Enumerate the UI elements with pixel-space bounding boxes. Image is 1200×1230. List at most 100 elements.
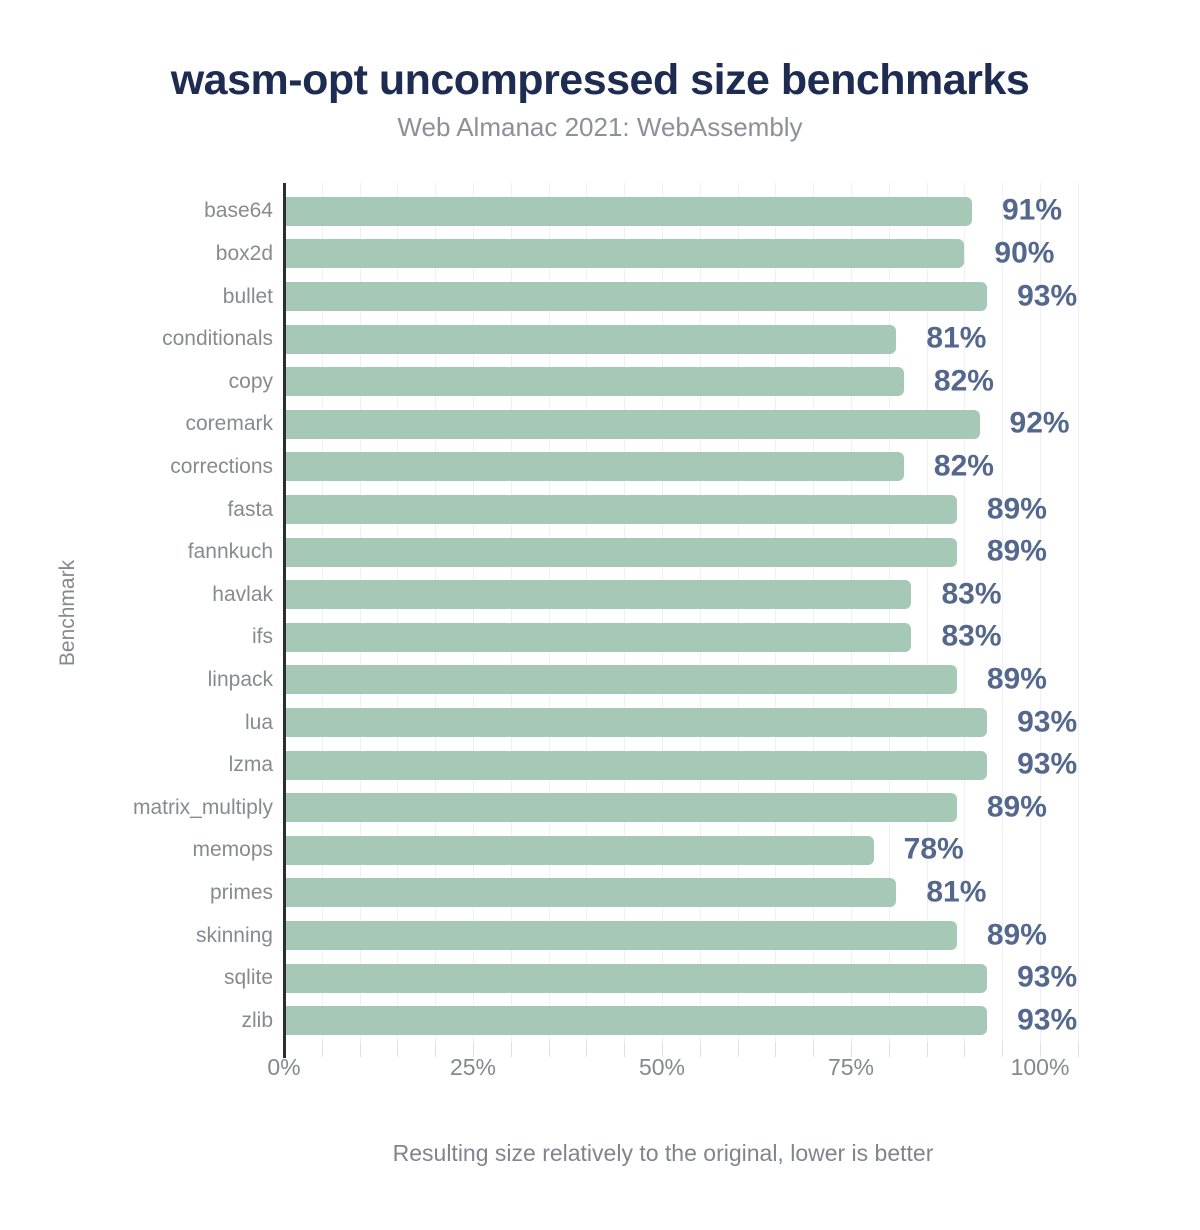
- category-label: box2d: [215, 241, 273, 265]
- value-label: 93%: [1017, 1003, 1078, 1037]
- x-axis-tick: [510, 1042, 512, 1057]
- category-label: memops: [192, 838, 273, 862]
- gridline: [359, 183, 361, 1042]
- chart-title: wasm-opt uncompressed size benchmarks: [170, 56, 1030, 104]
- x-axis-tick: [548, 1042, 550, 1057]
- gridline: [851, 183, 852, 1042]
- bar: [284, 793, 957, 823]
- y-axis-title: Benchmark: [56, 559, 79, 667]
- value-label: 81%: [926, 321, 987, 355]
- bar: [284, 537, 957, 567]
- x-axis-tick-label: 0%: [267, 1054, 301, 1080]
- bar: [284, 282, 988, 311]
- bar: [284, 665, 957, 695]
- gridline: [964, 183, 966, 1042]
- bar: [284, 921, 957, 950]
- x-axis-tick-label: 25%: [449, 1054, 497, 1080]
- x-axis-tick: [435, 1042, 437, 1057]
- x-axis-tick: [359, 1042, 361, 1057]
- bar: [284, 452, 904, 482]
- x-axis-tick-label: 100%: [1010, 1054, 1070, 1080]
- value-label: 90%: [994, 236, 1055, 270]
- value-label: 83%: [941, 619, 1002, 653]
- x-axis-tick: [737, 1042, 739, 1057]
- bar: [284, 495, 957, 524]
- gridline: [397, 183, 399, 1042]
- gridline: [586, 183, 588, 1042]
- category-label: base64: [204, 199, 273, 223]
- category-label: corrections: [170, 454, 273, 478]
- category-label: conditionals: [162, 327, 273, 351]
- gridline: [473, 183, 474, 1042]
- x-axis-tick: [926, 1042, 928, 1057]
- gridline: [662, 183, 663, 1042]
- category-label: skinning: [195, 923, 273, 947]
- x-axis-tick: [1040, 1042, 1041, 1057]
- x-axis-tick: [586, 1042, 588, 1057]
- x-axis-tick-label: 75%: [827, 1054, 875, 1080]
- value-label: 93%: [1017, 704, 1078, 738]
- gridline: [321, 183, 323, 1042]
- bar: [284, 750, 988, 780]
- x-axis-tick: [699, 1042, 701, 1057]
- category-label: lzma: [228, 753, 273, 777]
- value-label: 93%: [1017, 960, 1078, 994]
- bar: [284, 239, 965, 269]
- value-label: 91%: [1001, 193, 1062, 227]
- x-axis-tick: [888, 1042, 890, 1057]
- bar: [284, 367, 904, 397]
- value-label: 81%: [926, 875, 987, 909]
- value-label: 89%: [986, 917, 1047, 951]
- category-label: sqlite: [223, 966, 273, 990]
- value-label: 89%: [986, 534, 1047, 568]
- value-label: 93%: [1017, 278, 1078, 312]
- bar: [284, 1006, 988, 1036]
- value-label: 83%: [941, 577, 1002, 611]
- bar: [284, 622, 912, 652]
- category-label: coremark: [185, 412, 273, 436]
- value-label: 82%: [933, 364, 994, 398]
- gridline: [1077, 183, 1079, 1042]
- x-axis-tick: [662, 1042, 663, 1057]
- x-axis-tick: [775, 1042, 777, 1057]
- gridline: [737, 183, 739, 1042]
- bar: [284, 580, 912, 610]
- x-axis-tick: [321, 1042, 323, 1057]
- x-axis-tick: [813, 1042, 815, 1057]
- gridline: [548, 183, 550, 1042]
- value-label: 93%: [1017, 747, 1078, 781]
- value-label: 78%: [903, 832, 964, 866]
- x-axis-tick: [397, 1042, 399, 1057]
- category-label: primes: [209, 880, 273, 904]
- category-label: havlak: [212, 582, 273, 606]
- bar: [284, 324, 897, 354]
- value-label: 89%: [986, 790, 1047, 824]
- value-label: 92%: [1009, 406, 1070, 440]
- bar: [284, 963, 988, 993]
- bar: [284, 835, 874, 865]
- gridline: [1002, 183, 1004, 1042]
- value-label: 82%: [933, 449, 994, 483]
- x-axis-tick: [1002, 1042, 1004, 1057]
- category-label: lua: [244, 710, 273, 734]
- x-axis-tick: [964, 1042, 966, 1057]
- category-label: matrix_multiply: [132, 795, 273, 819]
- chart-subtitle: Web Almanac 2021: WebAssembly: [397, 112, 803, 142]
- category-label: ifs: [252, 625, 273, 649]
- value-label: 89%: [986, 662, 1047, 696]
- x-axis-tick: [1077, 1042, 1079, 1057]
- category-label: linpack: [207, 667, 273, 691]
- bar: [284, 708, 988, 737]
- gridline: [813, 183, 815, 1042]
- category-label: copy: [228, 369, 273, 393]
- gridline: [510, 183, 512, 1042]
- gridline: [699, 183, 701, 1042]
- bar: [284, 409, 980, 439]
- x-axis-tick: [473, 1042, 474, 1057]
- x-axis-caption: Resulting size relatively to the origina…: [392, 1140, 934, 1166]
- category-label: fasta: [227, 497, 273, 521]
- bar: [284, 878, 897, 908]
- gridline: [624, 183, 626, 1042]
- category-label: fannkuch: [187, 540, 273, 564]
